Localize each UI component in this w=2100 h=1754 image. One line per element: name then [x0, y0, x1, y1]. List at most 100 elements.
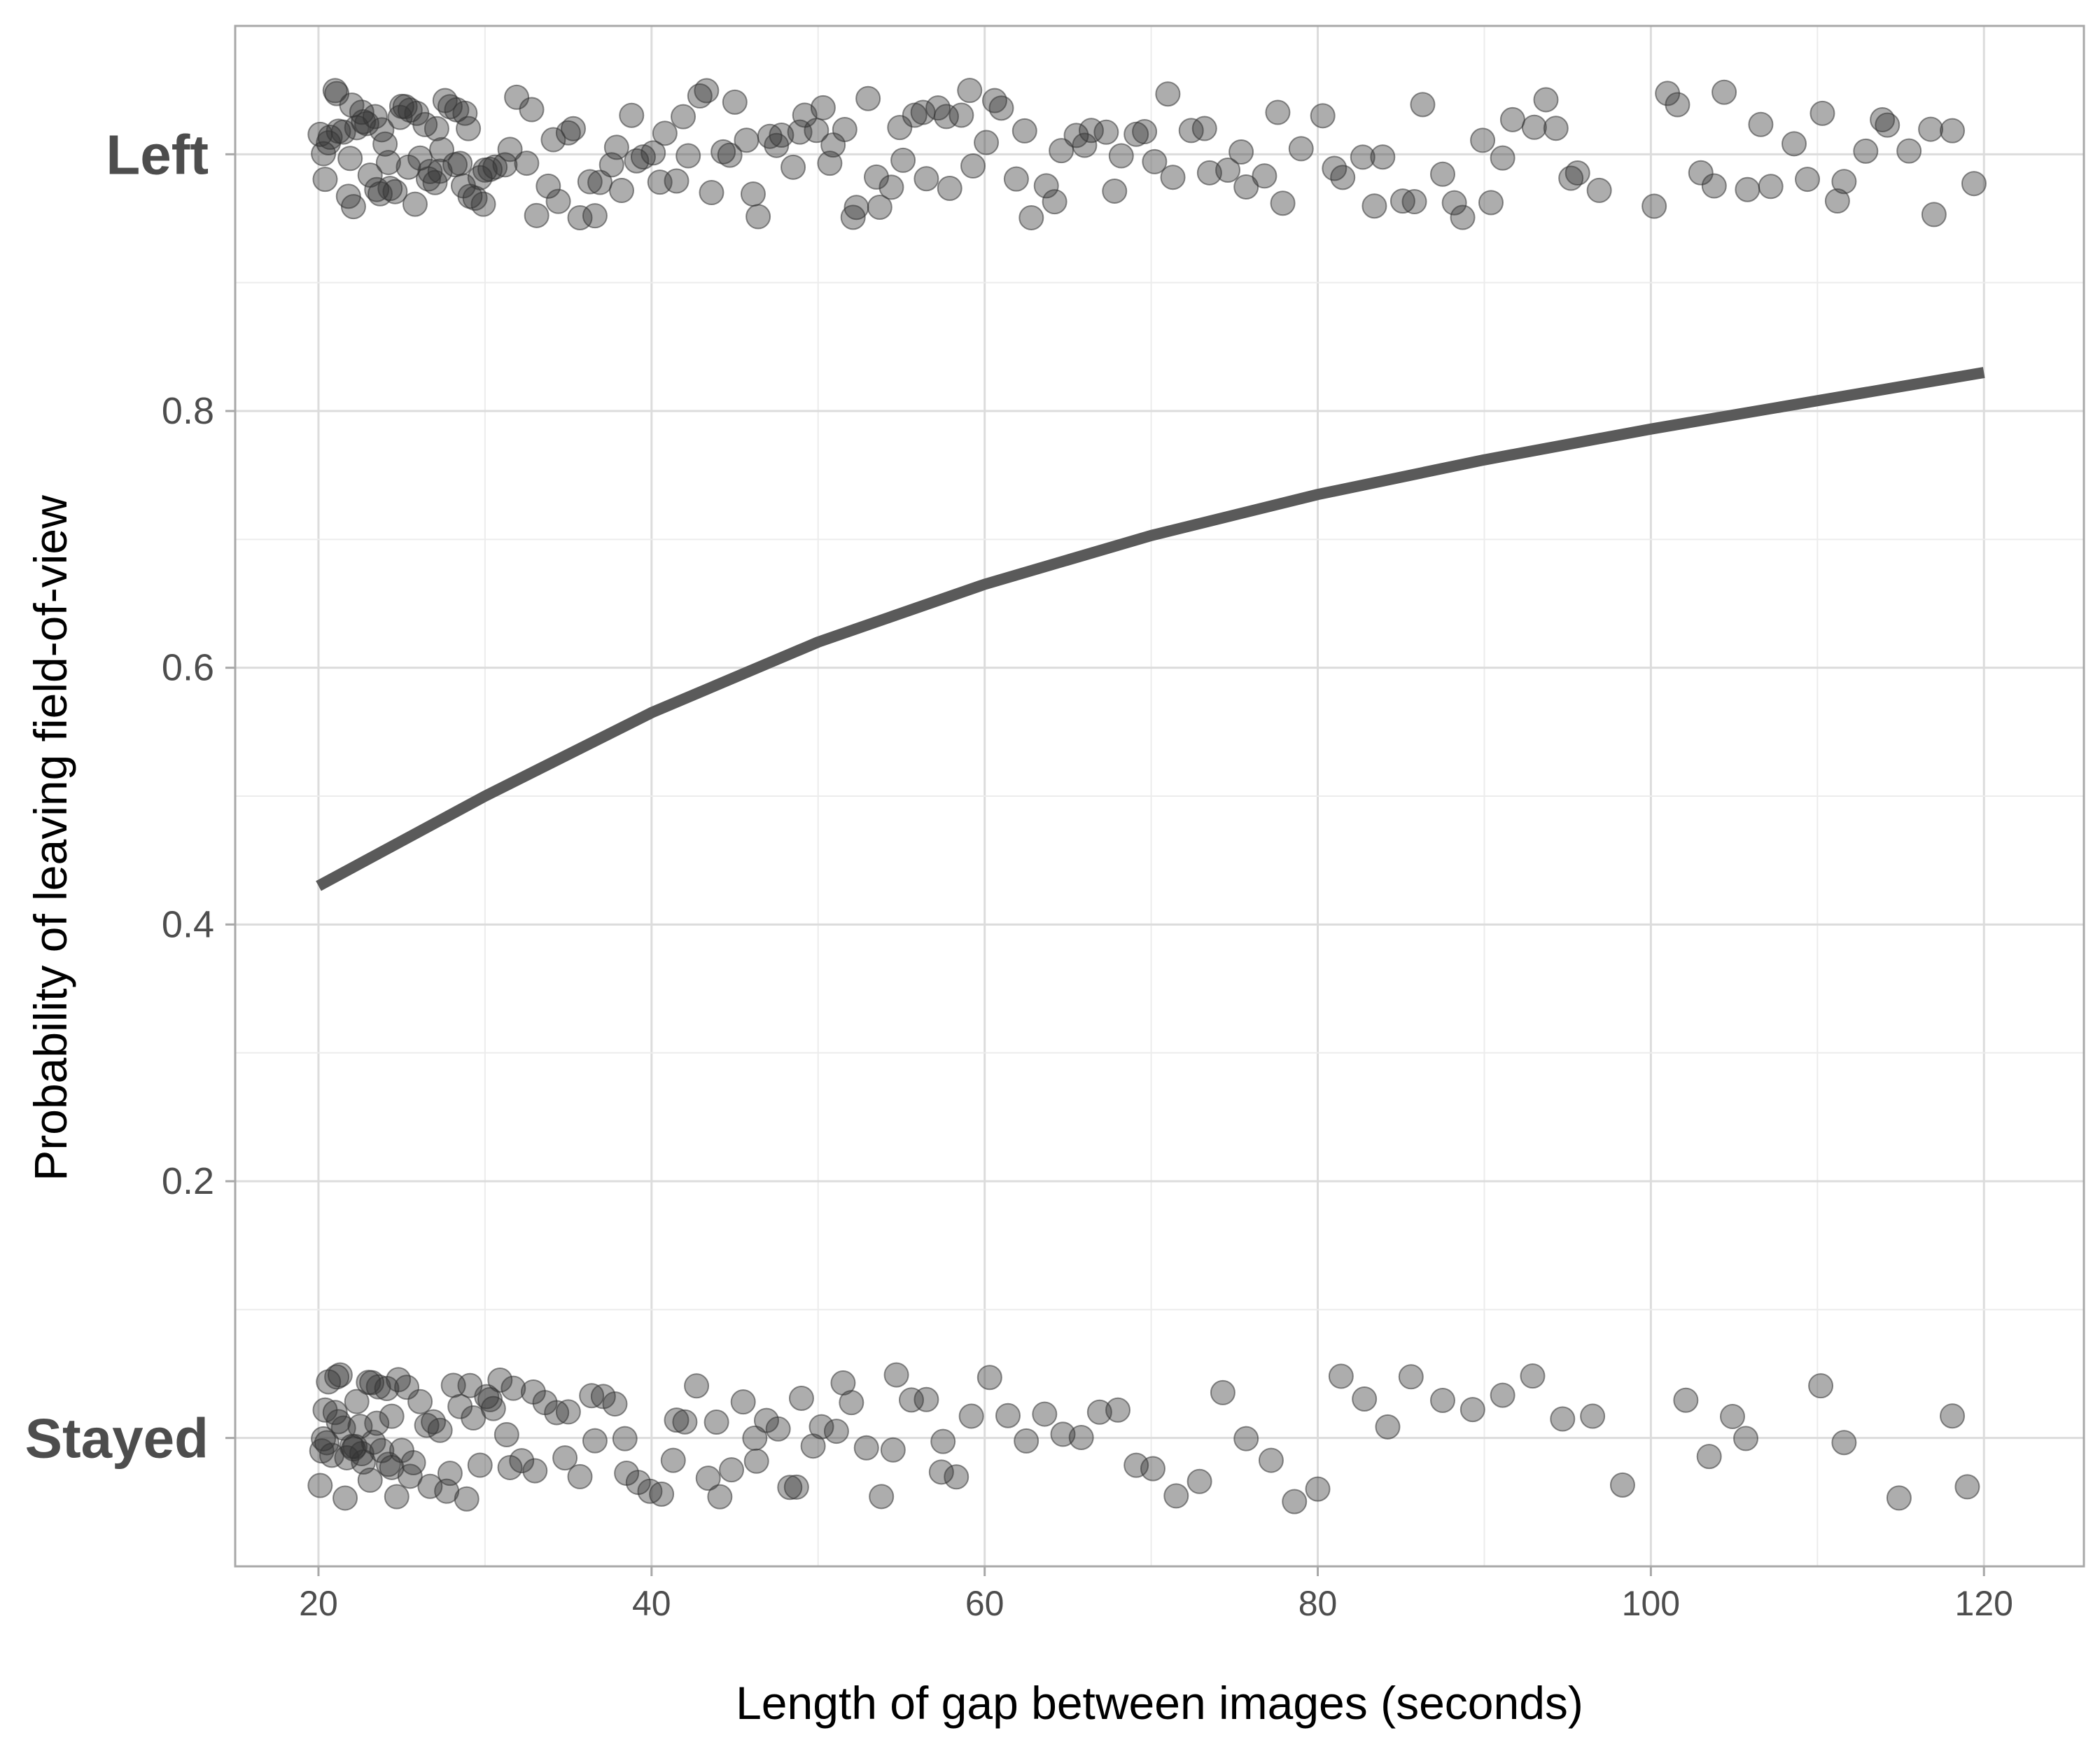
data-point-left: [855, 85, 881, 111]
data-point-left: [1748, 111, 1774, 137]
data-point-left: [913, 166, 939, 192]
data-point-stayed: [788, 1385, 814, 1411]
data-point-stayed: [1808, 1373, 1834, 1399]
data-point-left: [1233, 174, 1259, 200]
data-point-stayed: [830, 1370, 856, 1396]
data-point-left: [1688, 160, 1714, 186]
data-point-left: [1072, 132, 1098, 158]
data-point-left: [429, 137, 455, 162]
data-point-stayed: [457, 1372, 483, 1398]
data-point-left: [1831, 169, 1857, 195]
y-category-label-stayed: Stayed: [25, 1407, 209, 1470]
x-tick-label: 20: [299, 1584, 338, 1623]
data-point-left: [1490, 145, 1516, 171]
data-point-stayed: [1831, 1430, 1857, 1456]
data-point-left: [482, 154, 508, 180]
data-point-left: [960, 153, 986, 179]
data-point-left: [1362, 193, 1387, 219]
data-point-stayed: [344, 1388, 370, 1414]
data-point-left: [447, 151, 473, 176]
data-point-left: [624, 148, 650, 174]
data-point-left: [415, 166, 441, 192]
data-point-stayed: [1429, 1387, 1455, 1413]
data-point-left: [337, 146, 363, 172]
data-point-left: [1543, 116, 1569, 141]
data-point-left: [1499, 106, 1525, 132]
data-point-stayed: [823, 1419, 849, 1445]
data-point-left: [582, 203, 608, 229]
data-point-left: [560, 116, 586, 141]
data-point-left: [710, 139, 736, 165]
axes: 20 40 60 80 100 120 0.2 0.4 0.6 0.8 Left Stayed: [25, 123, 2013, 1623]
data-point-stayed: [359, 1370, 385, 1395]
data-point-stayed: [454, 1486, 479, 1512]
data-point-left: [1228, 139, 1254, 165]
data-point-left: [1252, 163, 1278, 189]
x-tick-label: 120: [1955, 1584, 2013, 1623]
data-point-left: [630, 144, 656, 170]
data-point-left: [1940, 118, 1966, 144]
data-point-left: [817, 151, 843, 176]
data-point-left: [603, 134, 629, 160]
data-point-stayed: [1940, 1403, 1966, 1429]
data-point-left: [1196, 160, 1222, 186]
data-point-stayed: [327, 1362, 353, 1388]
data-point-left: [497, 137, 523, 162]
data-point-stayed: [1580, 1403, 1606, 1429]
data-point-left: [424, 116, 449, 141]
data-point-left: [524, 202, 550, 228]
data-point-left: [981, 88, 1007, 113]
data-point-stayed: [522, 1458, 548, 1484]
data-point-left: [1011, 118, 1037, 144]
data-point-left: [1093, 119, 1119, 145]
data-point-left: [694, 78, 720, 104]
data-point-left: [840, 204, 866, 230]
data-point-left: [587, 169, 613, 195]
data-point-stayed: [883, 1362, 909, 1388]
data-point-left: [1782, 131, 1807, 157]
data-point-stayed: [375, 1452, 401, 1477]
data-point-left: [467, 165, 493, 190]
data-point-left: [1155, 81, 1181, 107]
data-point-left: [1350, 144, 1376, 170]
data-point-stayed: [384, 1484, 410, 1510]
data-point-left: [1533, 87, 1559, 113]
data-point-stayed: [1210, 1379, 1236, 1405]
data-point-left: [1824, 188, 1850, 214]
data-point-left: [1018, 204, 1044, 230]
data-point-left: [1288, 136, 1314, 162]
data-point-left: [519, 97, 545, 123]
data-point-stayed: [707, 1484, 733, 1510]
data-point-stayed: [704, 1410, 729, 1435]
data-point-stayed: [421, 1409, 447, 1435]
data-point-left: [1478, 190, 1504, 216]
data-point-left: [1586, 177, 1612, 203]
data-point-left: [536, 173, 561, 199]
data-point-left: [1758, 174, 1784, 200]
data-point-stayed: [944, 1464, 969, 1490]
data-point-stayed: [1086, 1399, 1112, 1425]
y-tick-label: 0.8: [162, 390, 214, 432]
data-point-left: [864, 164, 890, 190]
data-point-left: [324, 81, 350, 106]
data-point-left: [1921, 202, 1947, 228]
data-point-left: [867, 194, 892, 220]
data-point-stayed: [765, 1416, 791, 1442]
data-point-left: [608, 178, 634, 204]
data-point-left: [470, 191, 496, 217]
data-point-stayed: [1258, 1447, 1284, 1473]
data-point-stayed: [719, 1457, 745, 1483]
data-point-left: [456, 116, 482, 141]
data-point-stayed: [1886, 1485, 1912, 1511]
data-point-left: [396, 154, 421, 180]
data-point-left: [957, 78, 983, 104]
y-axis-label: Probability of leaving field-of-view: [24, 495, 76, 1181]
panel-border: [234, 25, 2085, 1568]
data-point-left: [1310, 103, 1336, 129]
data-point-left: [437, 94, 463, 120]
data-point-stayed: [394, 1374, 420, 1400]
data-point-stayed: [783, 1474, 809, 1500]
data-point-stayed: [1609, 1472, 1635, 1498]
data-point-left: [1042, 189, 1068, 215]
